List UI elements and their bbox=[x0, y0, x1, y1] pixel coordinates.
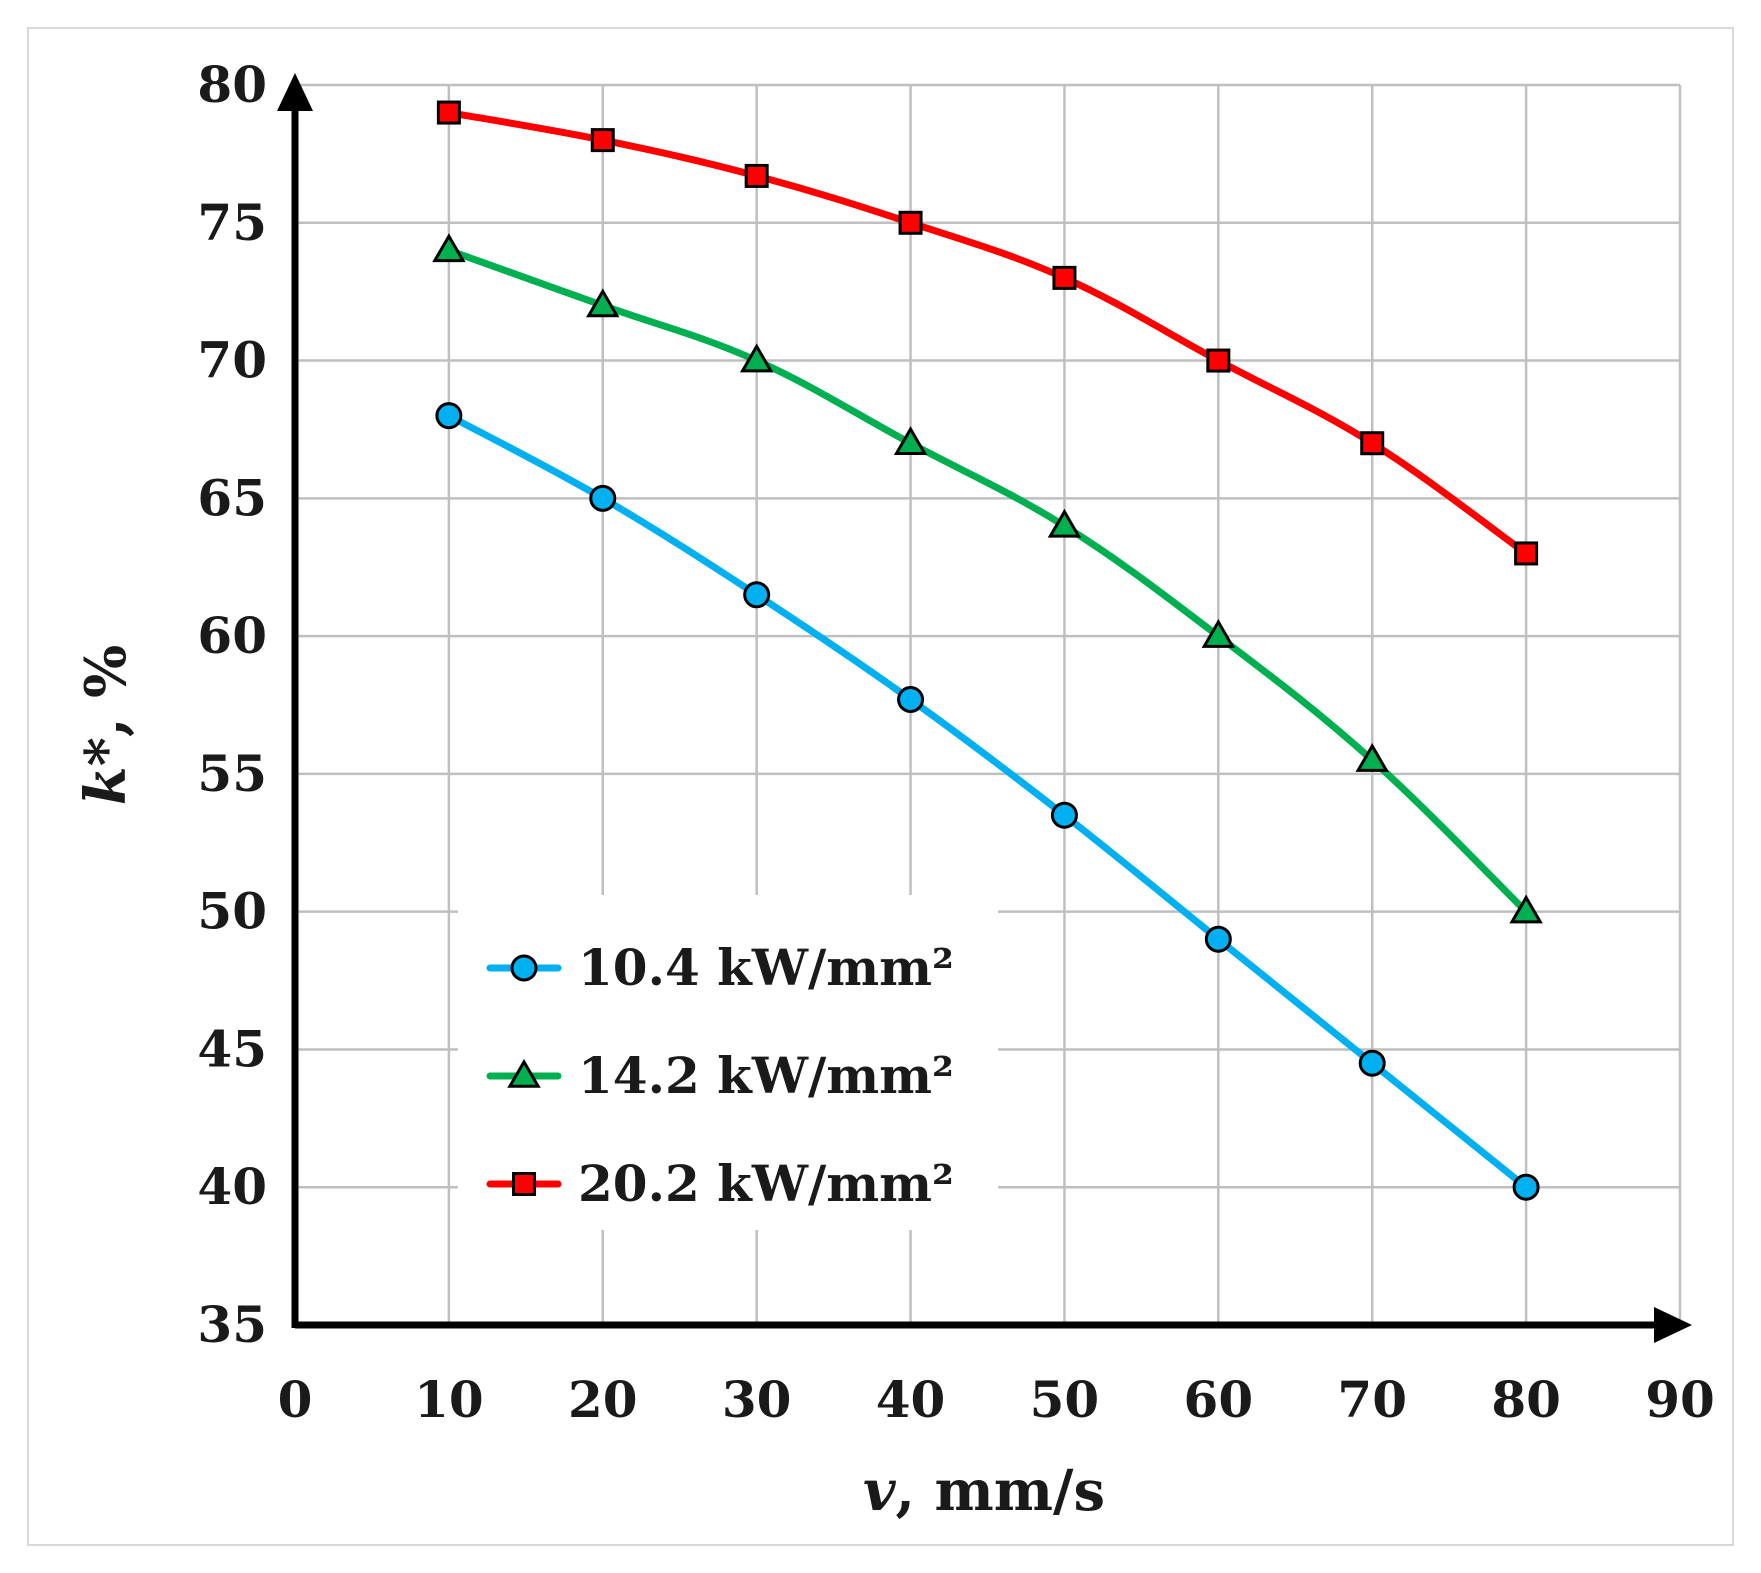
data-point-1-80 bbox=[1509, 894, 1543, 924]
data-point-1-70 bbox=[1355, 742, 1389, 772]
axes bbox=[277, 73, 1692, 1343]
y-tick-label-45: 45 bbox=[197, 1019, 267, 1078]
legend-item-1: 14.2 kW/mm² bbox=[486, 1046, 954, 1105]
y-tick-label-75: 75 bbox=[197, 193, 267, 252]
y-tick-label-35: 35 bbox=[197, 1295, 267, 1354]
data-point-0-60 bbox=[1204, 925, 1232, 953]
data-point-2-20 bbox=[590, 128, 615, 153]
x-axis-unit: , mm/s bbox=[896, 1458, 1105, 1524]
data-point-1-10 bbox=[432, 233, 466, 263]
legend-label-1: 14.2 kW/mm² bbox=[578, 1046, 954, 1105]
data-point-2-50 bbox=[1052, 265, 1077, 290]
legend-label-0: 10.4 kW/mm² bbox=[578, 938, 954, 997]
legend-item-2: 20.2 kW/mm² bbox=[486, 1154, 954, 1213]
data-point-1-40 bbox=[893, 426, 928, 455]
data-point-0-10 bbox=[435, 402, 463, 430]
data-point-2-70 bbox=[1360, 431, 1385, 456]
legend-label-2: 20.2 kW/mm² bbox=[578, 1154, 954, 1213]
x-tick-label-40: 40 bbox=[876, 1370, 946, 1429]
data-point-2-40 bbox=[898, 210, 923, 235]
y-tick-label-70: 70 bbox=[197, 331, 267, 390]
series-line-1 bbox=[445, 246, 1530, 916]
data-point-2-80 bbox=[1514, 541, 1539, 566]
legend: 10.4 kW/mm² 14.2 kW/mm² 20.2 kW/mm² bbox=[458, 895, 998, 1230]
y-tick-label-50: 50 bbox=[197, 882, 267, 941]
x-tick-label-0: 0 bbox=[278, 1370, 313, 1429]
y-axis-variable: k* bbox=[73, 737, 139, 805]
y-axis-arrow bbox=[277, 73, 313, 111]
data-point-1-20 bbox=[586, 288, 620, 318]
legend-background bbox=[458, 895, 998, 1230]
data-point-0-20 bbox=[589, 484, 617, 512]
series-lines bbox=[432, 100, 1543, 1201]
x-tick-label-60: 60 bbox=[1184, 1370, 1254, 1429]
data-point-2-30 bbox=[744, 163, 769, 188]
x-tick-label-10: 10 bbox=[414, 1370, 484, 1429]
x-tick-label-20: 20 bbox=[568, 1370, 638, 1429]
chart-frame bbox=[27, 27, 1734, 1546]
x-tick-label-80: 80 bbox=[1491, 1370, 1561, 1429]
data-point-1-30 bbox=[739, 343, 774, 373]
x-axis-title: v, mm/s bbox=[863, 1458, 1105, 1524]
data-point-0-80 bbox=[1512, 1173, 1540, 1201]
x-tick-label-90: 90 bbox=[1645, 1370, 1715, 1429]
series-line-0 bbox=[445, 412, 1530, 1191]
y-tick-label-55: 55 bbox=[197, 744, 267, 803]
x-axis-arrow bbox=[1654, 1307, 1692, 1343]
series-2 bbox=[436, 100, 1539, 566]
x-tick-label-50: 50 bbox=[1030, 1370, 1100, 1429]
data-point-2-60 bbox=[1206, 348, 1231, 373]
y-tick-label-80: 80 bbox=[197, 55, 267, 114]
legend-marker-0 bbox=[510, 954, 538, 982]
legend-marker-1 bbox=[507, 1058, 541, 1088]
y-axis-unit: , % bbox=[73, 645, 139, 737]
data-point-0-70 bbox=[1358, 1049, 1386, 1077]
y-axis-title: k*, % bbox=[73, 645, 139, 805]
series-0 bbox=[435, 402, 1540, 1201]
data-point-0-50 bbox=[1050, 801, 1078, 829]
series-1 bbox=[432, 233, 1543, 924]
data-point-1-50 bbox=[1047, 508, 1082, 538]
y-tick-label-40: 40 bbox=[197, 1157, 267, 1216]
data-point-0-40 bbox=[897, 685, 925, 713]
data-point-0-30 bbox=[743, 581, 771, 609]
data-point-1-60 bbox=[1201, 618, 1236, 648]
legend-item-0: 10.4 kW/mm² bbox=[486, 938, 954, 997]
y-tick-label-60: 60 bbox=[197, 606, 267, 665]
y-tick-label-65: 65 bbox=[197, 468, 267, 527]
legend-items: 10.4 kW/mm² 14.2 kW/mm² 20.2 kW/mm² bbox=[486, 938, 954, 1213]
x-axis-variable: v bbox=[863, 1458, 897, 1524]
x-tick-label-30: 30 bbox=[722, 1370, 792, 1429]
x-tick-label-70: 70 bbox=[1337, 1370, 1407, 1429]
tick-labels: 0 10 20 30 40 50 60 70 80 90 35 40 45 50 55 60 65 70 75 80 bbox=[197, 55, 1714, 1429]
data-point-2-10 bbox=[436, 100, 461, 125]
legend-marker-2 bbox=[512, 1172, 536, 1196]
